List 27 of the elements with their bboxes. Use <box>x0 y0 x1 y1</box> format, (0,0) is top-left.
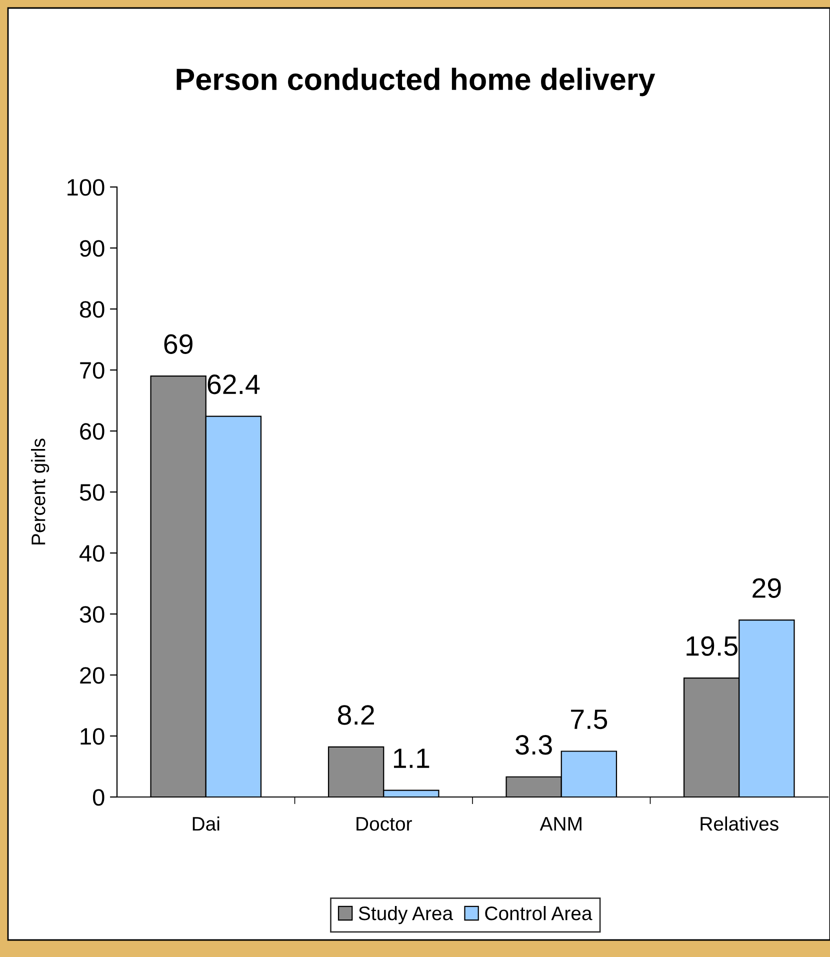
x-tick-label: Dai <box>192 816 220 831</box>
y-tick-label: 50 <box>80 484 104 501</box>
y-tick-label: 90 <box>80 240 104 257</box>
data-label: 69 <box>164 334 192 354</box>
y-tick-label: 40 <box>79 545 104 562</box>
y-tick-label: 30 <box>80 606 104 623</box>
y-tick-label: 100 <box>68 179 104 196</box>
x-tick-label: Relatives <box>700 816 778 831</box>
legend-label: Study Area <box>358 906 454 924</box>
data-label: 62.4 <box>208 374 260 394</box>
y-tick-label: 60 <box>80 423 104 440</box>
y-tick-label: 10 <box>80 728 104 745</box>
data-label: 1.1 <box>394 748 430 768</box>
y-tick-label: 0 <box>92 789 104 806</box>
y-tick-label: 80 <box>80 301 104 318</box>
data-label: 29 <box>752 578 781 598</box>
y-tick-label: 70 <box>80 362 104 379</box>
data-label: 7.5 <box>571 710 608 730</box>
y-tick-label: 20 <box>80 667 104 684</box>
data-label: 3.3 <box>516 735 552 755</box>
data-label: 19.5 <box>686 636 738 656</box>
x-tick-label: Doctor <box>356 817 412 831</box>
x-tick-label: ANM <box>540 817 582 831</box>
data-label: 8.2 <box>338 705 374 725</box>
chart-title: Person conducted home delivery <box>176 68 656 96</box>
legend-label: Control Area <box>485 906 592 920</box>
y-axis-title: Percent girls <box>31 438 50 544</box>
